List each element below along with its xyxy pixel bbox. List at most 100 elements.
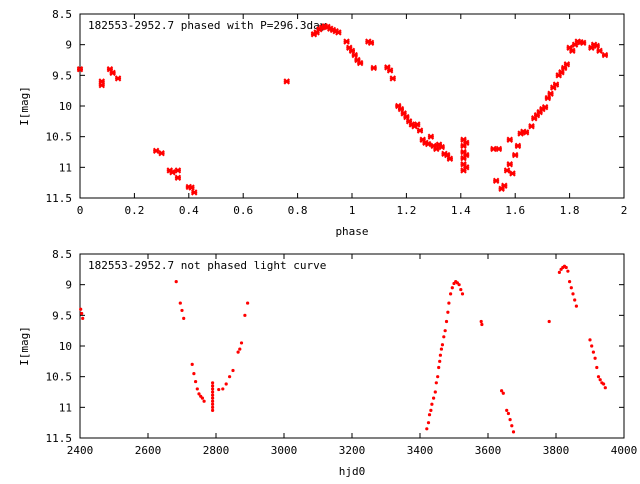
phased-data-point [370, 64, 377, 72]
phased-data-point [541, 104, 549, 111]
phased-chart: 182553-2952.7 phased with P=296.3day pha… [18, 8, 627, 238]
unphased-data-point [436, 375, 440, 379]
unphased-data-point [564, 265, 568, 270]
phased-data-point [433, 145, 440, 153]
phased-x-tick-label: 1.6 [505, 204, 525, 217]
unphased-data-point [443, 329, 447, 333]
phased-data-point [511, 151, 519, 159]
unphased-data-point [438, 353, 442, 357]
phased-data-point [283, 78, 290, 85]
unphased-data-point [596, 375, 601, 379]
unphased-x-tick-label: 3400 [407, 444, 434, 457]
unphased-data-point [573, 298, 577, 302]
unphased-data-point [566, 269, 570, 273]
unphased-y-tick-label: 10.5 [46, 371, 73, 384]
phased-y-tick-label: 11 [59, 161, 72, 174]
phased-data-point [335, 29, 342, 36]
phased-x-tick-label: 1 [349, 204, 356, 217]
unphased-y-tick-label: 8.5 [52, 248, 72, 261]
unphased-data-point [505, 408, 509, 412]
unphased-data-point [459, 287, 463, 292]
phased-data-point [569, 47, 576, 55]
unphased-data-point [460, 292, 465, 296]
phased-plot-frame [79, 13, 625, 199]
unphased-y-tick-label: 11 [59, 401, 72, 414]
phased-data-point [389, 75, 397, 82]
unphased-x-tick-label: 2400 [67, 444, 94, 457]
unphased-data-point [425, 427, 429, 431]
unphased-data-point [182, 316, 186, 320]
unphased-data-point [500, 389, 504, 393]
unphased-data-point [437, 365, 441, 370]
unphased-data-point [228, 375, 232, 379]
unphased-data-point [246, 301, 250, 305]
unphased-data-point [442, 335, 446, 339]
unphased-data-point [200, 396, 204, 400]
phased-chart-title: 182553-2952.7 phased with P=296.3day [88, 19, 327, 32]
phased-data-point [544, 94, 552, 102]
unphased-data-point [239, 341, 244, 345]
unphased-data-point [595, 365, 599, 370]
phased-data-point [514, 142, 522, 150]
unphased-data-points [79, 264, 607, 434]
unphased-data-point [479, 319, 483, 324]
unphased-data-point [231, 368, 235, 373]
unphased-data-point [457, 283, 461, 287]
phased-data-point [579, 39, 587, 47]
unphased-x-axis-label: hjd0 [339, 465, 366, 478]
unphased-data-point [197, 392, 201, 396]
unphased-data-point [591, 350, 596, 354]
unphased-data-point [506, 411, 510, 416]
phased-data-point [463, 139, 470, 147]
unphased-data-point [588, 338, 592, 342]
unphased-data-point [593, 356, 597, 360]
phased-data-point [416, 127, 424, 134]
phased-data-point [552, 81, 560, 88]
unphased-data-point [243, 313, 247, 317]
unphased-data-point [238, 347, 242, 351]
phased-data-points [76, 23, 609, 196]
unphased-data-point [211, 408, 215, 412]
unphased-data-point [221, 387, 225, 391]
unphased-x-tick-label: 3200 [339, 444, 366, 457]
phased-y-axis-label: I[mag] [18, 86, 31, 126]
phased-x-tick-label: 0.4 [179, 204, 199, 217]
phased-data-point [158, 150, 165, 157]
phased-data-point [463, 151, 470, 159]
unphased-data-point [211, 396, 215, 400]
phased-data-point [506, 161, 513, 168]
unphased-data-point [178, 301, 182, 305]
phased-data-point [348, 47, 356, 55]
phased-data-point [76, 65, 84, 73]
phased-data-point [174, 167, 182, 174]
unphased-data-point [440, 343, 445, 347]
phased-y-tick-label: 11.5 [46, 192, 73, 205]
phased-data-point [174, 174, 182, 181]
unphased-data-point [81, 316, 85, 320]
unphased-data-point [192, 372, 196, 376]
unphased-x-tick-label: 2800 [203, 444, 230, 457]
unphased-plot-frame [79, 253, 625, 439]
unphased-x-tick-label: 2600 [135, 444, 162, 457]
phased-data-point [509, 170, 516, 177]
phased-data-point [343, 38, 350, 45]
phased-data-point [558, 69, 565, 76]
phased-data-point [492, 177, 500, 185]
unphased-data-point [571, 292, 575, 296]
phased-data-point [414, 121, 421, 128]
unphased-data-point [211, 405, 215, 409]
phased-x-ticks: 0 0.2 0.4 0.6 0.8 1 1.2 1.4 1.6 1.8 2 [77, 14, 627, 217]
unphased-data-point [434, 381, 438, 385]
unphased-data-point [190, 362, 194, 366]
unphased-data-point [432, 396, 436, 400]
phased-data-point [601, 51, 609, 59]
phased-data-point [503, 167, 511, 174]
unphased-data-point [202, 399, 206, 403]
phased-data-point [169, 169, 176, 176]
unphased-data-point [211, 387, 215, 391]
phased-data-point [114, 75, 122, 82]
phased-data-point [109, 69, 116, 77]
unphased-chart-title: 182553-2952.7 not phased light curve [88, 259, 326, 272]
phased-data-point [490, 145, 497, 153]
